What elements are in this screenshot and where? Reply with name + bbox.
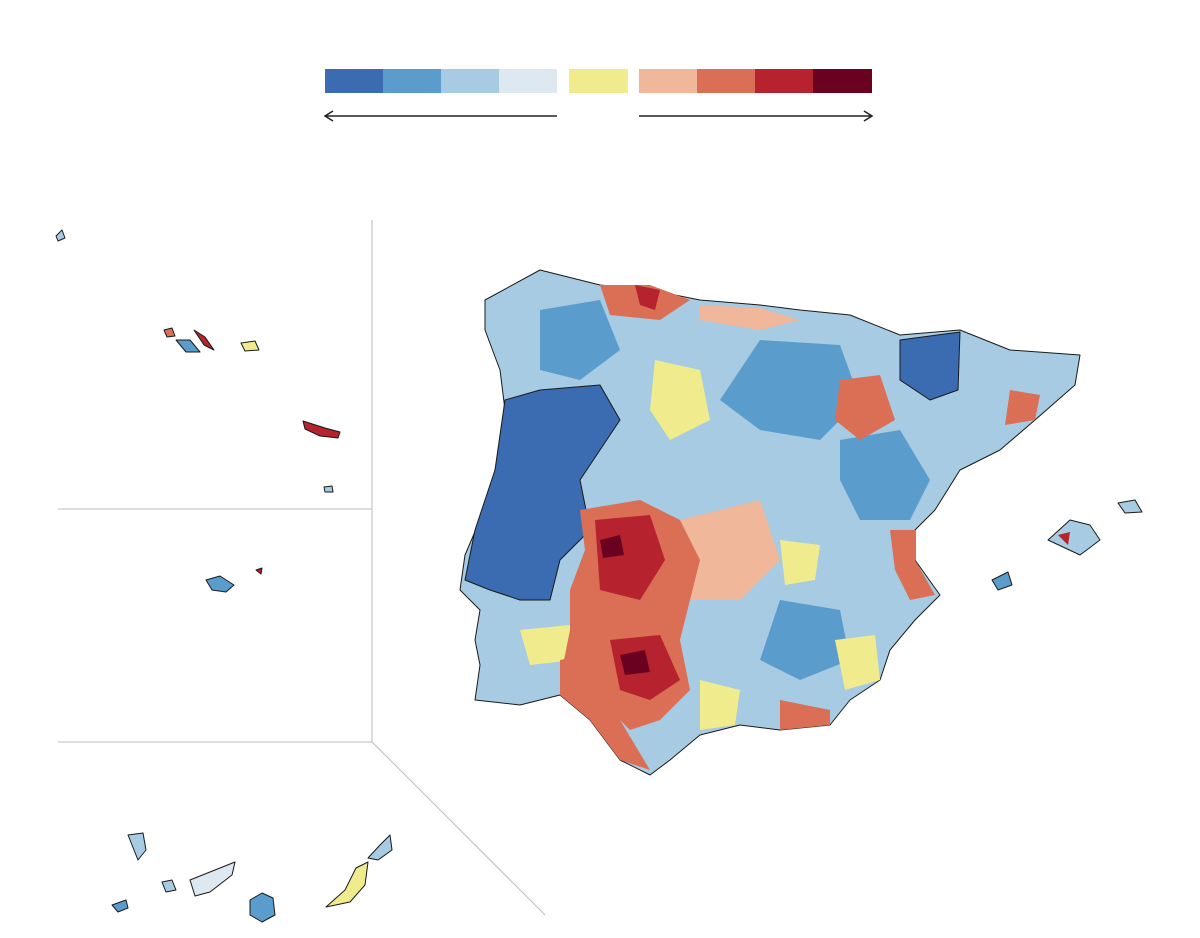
island: [161, 879, 177, 893]
legend-swatch: [569, 69, 628, 93]
island: [205, 575, 235, 593]
region: [899, 331, 961, 401]
legend-swatch: [639, 69, 697, 93]
legend-swatch: [441, 69, 499, 93]
region: [780, 700, 830, 730]
inset-frames: [58, 220, 546, 916]
island: [323, 485, 334, 493]
inset-divider: [371, 741, 546, 916]
island: [1047, 519, 1101, 556]
region: [890, 530, 935, 600]
legend-arrows: [323, 110, 874, 122]
legend-swatch: [755, 69, 813, 93]
island: [302, 420, 341, 439]
region: [780, 540, 820, 585]
arrow-head-left: [323, 110, 334, 122]
island: [991, 571, 1013, 591]
region: [680, 500, 780, 600]
island: [111, 899, 129, 913]
region: [1005, 390, 1040, 425]
legend: [325, 69, 872, 93]
region: [620, 650, 650, 675]
island: [1117, 499, 1143, 514]
peninsula-map: [459, 269, 1143, 776]
island-region: [1058, 532, 1070, 545]
region: [600, 535, 624, 558]
region: [700, 305, 800, 330]
region: [540, 300, 620, 380]
island: [249, 892, 276, 923]
island: [193, 329, 215, 351]
region: [720, 340, 860, 440]
legend-swatch: [499, 69, 557, 93]
island: [255, 567, 263, 575]
region: [650, 360, 710, 440]
island: [163, 327, 176, 338]
legend-swatch: [325, 69, 383, 93]
region: [520, 625, 575, 665]
island: [367, 834, 393, 861]
region: [835, 635, 880, 690]
region: [595, 515, 665, 600]
legend-swatch: [697, 69, 755, 93]
legend-swatch: [383, 69, 441, 93]
island: [325, 861, 369, 908]
legend-swatch: [813, 69, 872, 93]
island: [240, 340, 260, 352]
island: [189, 861, 236, 897]
region: [700, 680, 740, 730]
insets: [55, 229, 393, 923]
region: [760, 600, 850, 680]
region: [635, 285, 660, 310]
region: [464, 384, 621, 601]
arrow-head-right: [863, 110, 874, 122]
region: [835, 375, 895, 440]
island: [127, 832, 147, 861]
region: [560, 650, 650, 770]
region: [840, 430, 930, 520]
island: [175, 339, 201, 353]
island: [55, 229, 66, 242]
